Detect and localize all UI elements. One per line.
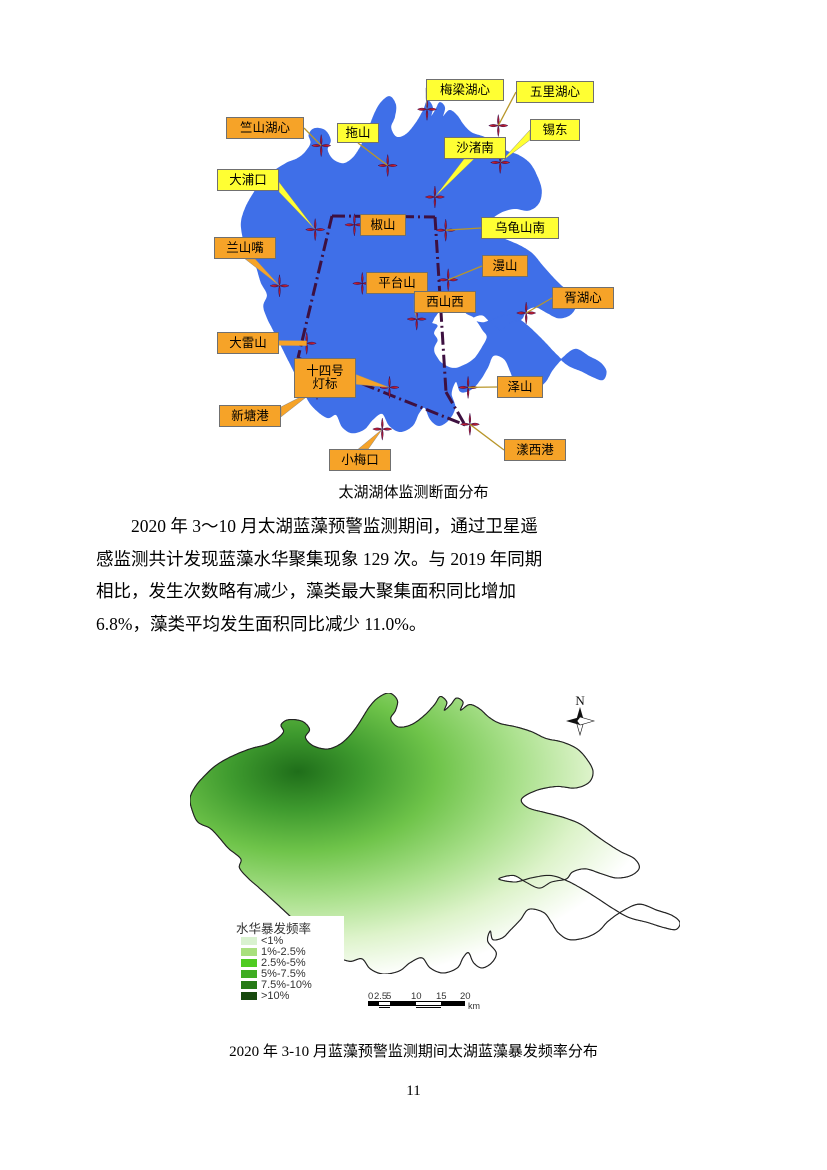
svg-text:N: N (575, 693, 585, 708)
